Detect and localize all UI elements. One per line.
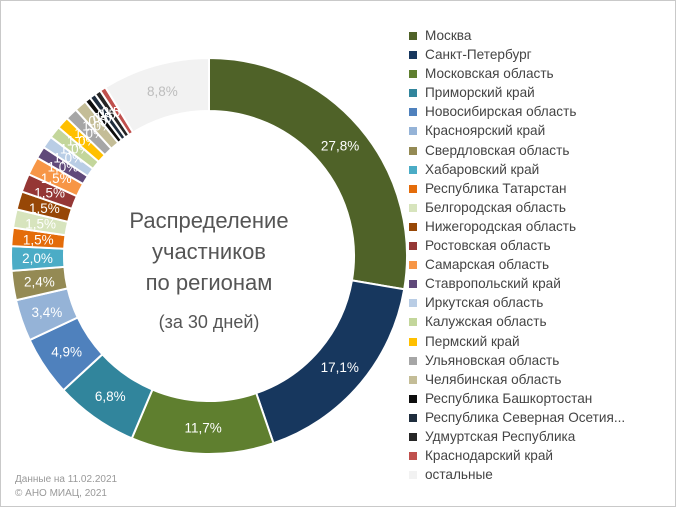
legend-item: Московская область <box>409 64 625 83</box>
legend-swatch <box>409 184 417 193</box>
slice-value-label: 2,4% <box>24 275 55 290</box>
legend-item: Свердловская область <box>409 141 625 160</box>
legend-item: Республика Северная Осетия... <box>409 408 625 427</box>
legend-label: Белгородская область <box>425 199 567 215</box>
legend-swatch <box>409 299 417 308</box>
legend-swatch <box>409 394 417 403</box>
copyright-note: © АНО МИАЦ, 2021 <box>15 488 107 499</box>
legend-swatch <box>409 70 417 79</box>
legend-item: Красноярский край <box>409 121 625 140</box>
legend-label: Пермский край <box>425 333 520 349</box>
data-date-note: Данные на 11.02.2021 <box>15 474 118 485</box>
legend-label: Краснодарский край <box>425 448 554 464</box>
legend-label: Иркутская область <box>425 295 544 311</box>
legend-swatch <box>409 375 417 384</box>
chart-subtitle: (за 30 дней) <box>158 312 260 332</box>
legend-swatch <box>409 127 417 136</box>
legend-label: Приморский край <box>425 85 535 101</box>
legend-swatch <box>409 165 417 174</box>
legend-item: остальные <box>409 465 625 484</box>
slice-value-label: 1,5% <box>29 201 60 216</box>
slice-value-label: 1,5% <box>23 232 54 247</box>
legend-item: Республика Башкортостан <box>409 389 625 408</box>
legend-item: Удмуртская Республика <box>409 427 625 446</box>
legend-item: Самарская область <box>409 255 625 274</box>
legend-label: Челябинская область <box>425 371 562 387</box>
slice-value-label: 8,8% <box>147 84 178 99</box>
chart-footer: Данные на 11.02.2021 © АНО МИАЦ, 2021 <box>15 473 117 501</box>
legend-item: Ставропольский край <box>409 274 625 293</box>
legend-label: Республика Татарстан <box>425 180 567 196</box>
legend-swatch <box>409 471 417 480</box>
legend-item: Челябинская область <box>409 370 625 389</box>
legend-label: Ростовская область <box>425 238 551 254</box>
legend-item: Ростовская область <box>409 236 625 255</box>
legend-label: Московская область <box>425 66 554 82</box>
slice-value-label: 11,7% <box>184 420 221 435</box>
legend-label: Нижегородская область <box>425 218 577 234</box>
slice-value-label: 17,1% <box>321 360 359 375</box>
legend-swatch <box>409 108 417 117</box>
legend-item: Калужская область <box>409 312 625 331</box>
legend-item: Иркутская область <box>409 293 625 312</box>
legend-item: Санкт-Петербург <box>409 45 625 64</box>
slice-value-label: 1,5% <box>41 171 72 186</box>
legend-label: остальные <box>425 467 493 483</box>
legend-label: Новосибирская область <box>425 104 577 120</box>
legend-swatch <box>409 32 417 40</box>
legend-swatch <box>409 337 417 346</box>
legend-swatch <box>409 146 417 155</box>
legend-label: Ульяновская область <box>425 352 560 368</box>
legend-label: Свердловская область <box>425 142 570 158</box>
slice-value-label: 27,8% <box>321 138 359 153</box>
legend-item: Хабаровский край <box>409 160 625 179</box>
legend-label: Красноярский край <box>425 123 546 139</box>
slice-value-label: 2,0% <box>22 251 53 266</box>
legend-label: Самарская область <box>425 257 550 273</box>
legend-label: Москва <box>425 28 472 43</box>
legend-swatch <box>409 51 417 60</box>
legend-swatch <box>409 242 417 251</box>
legend-item: Нижегородская область <box>409 217 625 236</box>
legend-label: Калужская область <box>425 314 547 330</box>
slice-value-label: 1,5% <box>34 186 65 201</box>
slice-value-label: 1,5% <box>25 216 56 231</box>
donut-slice <box>104 56 210 134</box>
legend-item: Ульяновская область <box>409 351 625 370</box>
legend-swatch <box>409 452 417 461</box>
slice-value-label: 4,9% <box>51 345 82 360</box>
legend-item: Москва <box>409 26 625 45</box>
chart-center-text: Распределение участников по регионам (за… <box>89 205 329 333</box>
legend-swatch <box>409 432 417 441</box>
legend-label: Ставропольский край <box>425 276 561 292</box>
legend-item: Краснодарский край <box>409 446 625 465</box>
legend-swatch <box>409 261 417 270</box>
legend-swatch <box>409 222 417 231</box>
legend-item: Белгородская область <box>409 198 625 217</box>
chart-legend: Москва Санкт-Петербург Московская область П… <box>409 26 625 484</box>
legend-swatch <box>409 356 417 365</box>
chart-title: Распределение участников по регионам <box>129 208 289 295</box>
legend-item: Пермский край <box>409 332 625 351</box>
legend-label: Хабаровский край <box>425 161 540 177</box>
legend-item: Новосибирская область <box>409 102 625 121</box>
slice-value-label: 3,4% <box>31 305 62 320</box>
legend-swatch <box>409 413 417 422</box>
legend-swatch <box>409 89 417 98</box>
legend-label: Республика Башкортостан <box>425 390 593 406</box>
legend-swatch <box>409 318 417 327</box>
legend-swatch <box>409 203 417 212</box>
legend-item: Республика Татарстан <box>409 179 625 198</box>
slice-value-label: 6,8% <box>95 389 126 404</box>
legend-label: Санкт-Петербург <box>425 47 532 63</box>
legend-swatch <box>409 280 417 289</box>
legend-label: Республика Северная Осетия... <box>425 409 626 425</box>
legend-label: Удмуртская Республика <box>425 428 576 444</box>
legend-item: Приморский край <box>409 83 625 102</box>
